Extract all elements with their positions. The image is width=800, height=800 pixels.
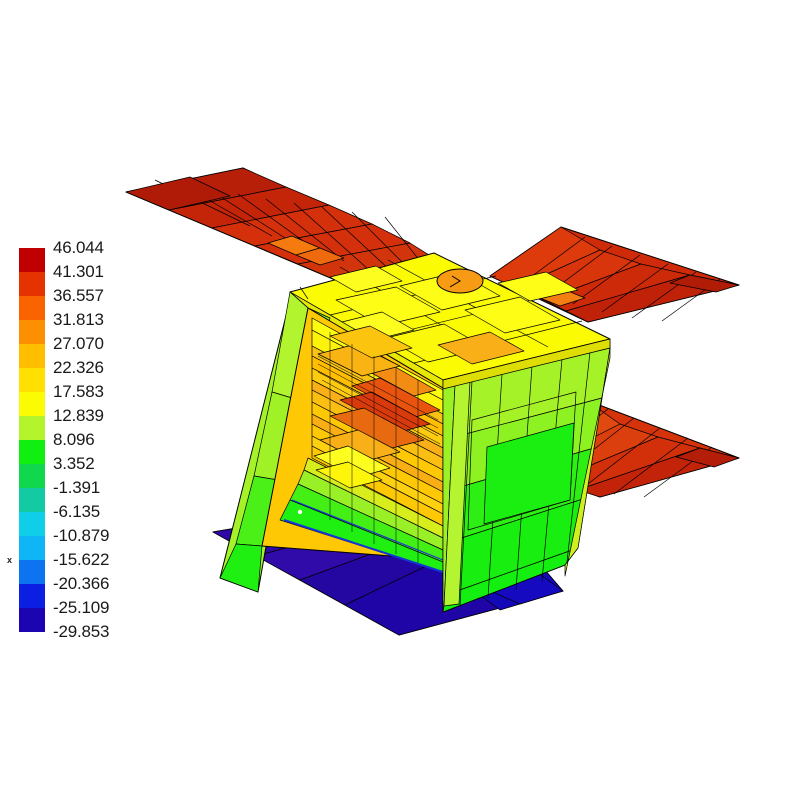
legend-colorbar[interactable] <box>19 248 45 632</box>
legend-swatch-14 <box>19 584 45 608</box>
legend-label-11: -6.135 <box>53 502 101 521</box>
legend-label-4: 27.070 <box>53 334 104 353</box>
legend-label-7: 12.839 <box>53 406 104 425</box>
legend-swatch-9 <box>19 464 45 488</box>
legend-label-2: 36.557 <box>53 286 104 305</box>
legend-label-15: -25.109 <box>53 598 110 617</box>
legend-swatch-8 <box>19 440 45 464</box>
contour-color-legend[interactable]: 46.044 41.301 36.557 31.813 27.070 22.326 17.5… <box>19 238 139 641</box>
legend-label-5: 22.326 <box>53 358 104 377</box>
legend-label-0: 46.044 <box>53 238 104 257</box>
legend-label-1: 41.301 <box>53 262 104 281</box>
legend-label-6: 17.583 <box>53 382 104 401</box>
legend-swatch-7 <box>19 416 45 440</box>
legend-swatch-0 <box>19 248 45 272</box>
side-panel-right <box>442 347 611 613</box>
legend-swatch-2 <box>19 296 45 320</box>
legend-swatch-1 <box>19 272 45 296</box>
legend-label-10: -1.391 <box>53 478 101 497</box>
legend-swatch-11 <box>19 512 45 536</box>
legend-swatch-13 <box>19 560 45 584</box>
legend-label-16: -29.853 <box>53 622 110 641</box>
legend-swatch-12 <box>19 536 45 560</box>
legend-swatch-4 <box>19 344 45 368</box>
legend-swatch-10 <box>19 488 45 512</box>
legend-swatch-5 <box>19 368 45 392</box>
legend-label-14: -20.366 <box>53 574 110 593</box>
legend-swatch-3 <box>19 320 45 344</box>
internal-shelf-stack <box>261 307 444 573</box>
legend-label-3: 31.813 <box>53 310 104 329</box>
legend-swatch-6 <box>19 392 45 416</box>
x-axis-indicator: x <box>7 555 13 565</box>
legend-tick-labels: 46.044 41.301 36.557 31.813 27.070 22.326 17.5… <box>53 236 143 644</box>
solar-panel-upper-left <box>125 167 446 283</box>
legend-label-9: 3.352 <box>53 454 95 473</box>
legend-label-12: -10.879 <box>53 526 110 545</box>
legend-label-13: -15.622 <box>53 550 110 569</box>
legend-swatch-15 <box>19 608 45 632</box>
deck-edge-shadow <box>442 338 611 390</box>
legend-label-8: 8.096 <box>53 430 95 449</box>
